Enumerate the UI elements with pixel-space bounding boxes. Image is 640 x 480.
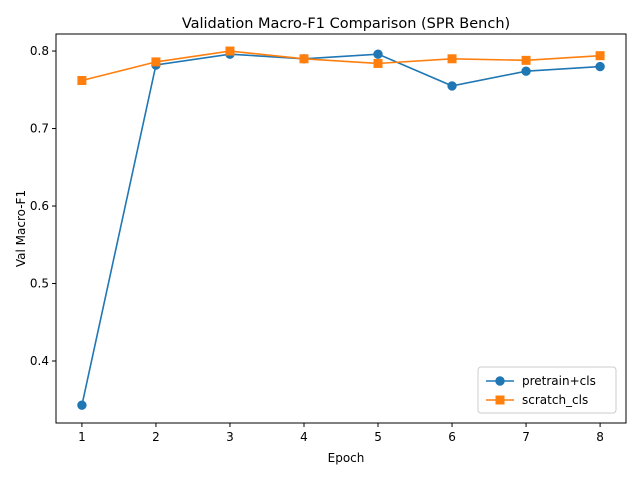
x-tick-label: 1 xyxy=(78,430,86,444)
y-tick-label: 0.8 xyxy=(30,44,49,58)
data-point xyxy=(447,81,457,91)
legend-swatch-marker xyxy=(495,395,505,405)
x-tick-label: 6 xyxy=(448,430,456,444)
y-tick-label: 0.4 xyxy=(30,354,49,368)
series-1 xyxy=(77,46,605,85)
data-point xyxy=(521,66,531,76)
y-axis-label: Val Macro-F1 xyxy=(14,190,28,267)
x-tick-label: 5 xyxy=(374,430,382,444)
data-point xyxy=(595,51,605,61)
chart-title: Validation Macro-F1 Comparison (SPR Benc… xyxy=(182,16,510,32)
series-0 xyxy=(77,49,605,410)
legend: pretrain+cls scratch_cls xyxy=(477,366,617,414)
y-tick-label: 0.5 xyxy=(30,277,49,291)
x-tick-label: 7 xyxy=(522,430,530,444)
data-point xyxy=(77,400,87,410)
x-tick-label: 2 xyxy=(152,430,160,444)
data-point xyxy=(521,55,531,65)
x-axis: 1 2 3 4 5 6 7 8 xyxy=(78,423,604,444)
data-point xyxy=(447,54,457,64)
data-point xyxy=(373,58,383,68)
legend-label: pretrain+cls xyxy=(522,374,596,388)
y-tick-label: 0.7 xyxy=(30,122,49,136)
x-tick-label: 3 xyxy=(226,430,234,444)
y-axis: 0.4 0.5 0.6 0.7 0.8 xyxy=(30,44,56,368)
legend-frame xyxy=(477,366,617,414)
data-point xyxy=(225,46,235,56)
data-point xyxy=(373,49,383,59)
x-tick-label: 4 xyxy=(300,430,308,444)
legend-entry: pretrain+cls xyxy=(486,374,596,388)
data-point xyxy=(151,57,161,67)
plot-frame xyxy=(55,33,627,424)
data-point xyxy=(595,61,605,72)
x-tick-label: 8 xyxy=(596,430,604,444)
series-line xyxy=(81,50,601,82)
y-tick-label: 0.6 xyxy=(30,199,49,213)
series-layer xyxy=(77,46,605,410)
legend-entry: scratch_cls xyxy=(486,393,588,407)
x-axis-label: Epoch xyxy=(328,451,365,465)
data-point xyxy=(299,54,309,64)
data-point xyxy=(77,75,87,85)
legend-swatch-marker xyxy=(495,376,505,386)
legend-label: scratch_cls xyxy=(522,393,588,407)
plot-area xyxy=(55,33,627,424)
series-line xyxy=(81,53,601,406)
